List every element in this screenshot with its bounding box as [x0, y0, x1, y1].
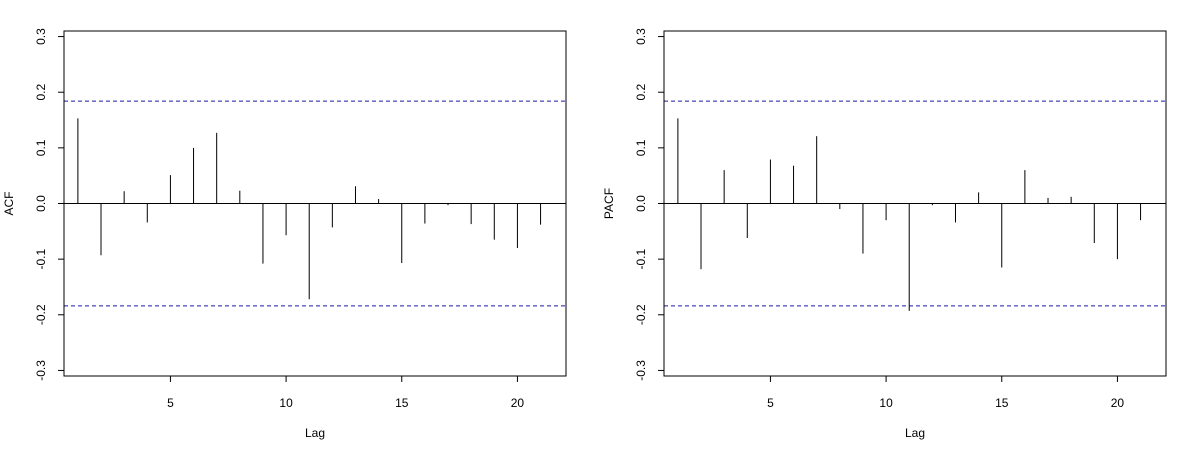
y-axis-title: ACF: [2, 192, 16, 216]
y-tick-label: -0.1: [634, 248, 648, 269]
x-tick-label: 10: [279, 396, 293, 410]
x-tick-label: 15: [995, 396, 1009, 410]
y-tick-label: 0.1: [634, 139, 648, 156]
x-tick-label: 15: [395, 396, 409, 410]
y-tick-label: -0.2: [634, 304, 648, 325]
y-tick-label: 0.3: [34, 28, 48, 45]
acf-panel: 5 10 15 20 -0.3 -0.2 -0.1 0.0 0.1 0.2 0.3 Lag ACF: [2, 28, 567, 440]
y-tick-label: 0.2: [634, 84, 648, 101]
x-axis-title: Lag: [905, 426, 925, 440]
y-tick-label: 0.0: [634, 195, 648, 212]
x-tick-label: 20: [1111, 396, 1125, 410]
y-tick-label: -0.2: [34, 304, 48, 325]
y-tick-label: 0.0: [34, 195, 48, 212]
y-tick-label: 0.1: [34, 139, 48, 156]
x-axis-title: Lag: [305, 426, 325, 440]
y-tick-label: -0.1: [34, 248, 48, 269]
y-tick-label: -0.3: [634, 360, 648, 381]
x-tick-label: 5: [767, 396, 774, 410]
y-tick-label: 0.3: [634, 28, 648, 45]
y-axis-title: PACF: [602, 188, 616, 219]
x-tick-label: 10: [879, 396, 893, 410]
x-tick-label: 5: [167, 396, 174, 410]
y-tick-label: 0.2: [34, 84, 48, 101]
x-tick-label: 20: [511, 396, 525, 410]
y-tick-label: -0.3: [34, 360, 48, 381]
pacf-panel: 5 10 15 20 -0.3 -0.2 -0.1 0.0 0.1 0.2 0.3 Lag PACF: [602, 28, 1167, 440]
